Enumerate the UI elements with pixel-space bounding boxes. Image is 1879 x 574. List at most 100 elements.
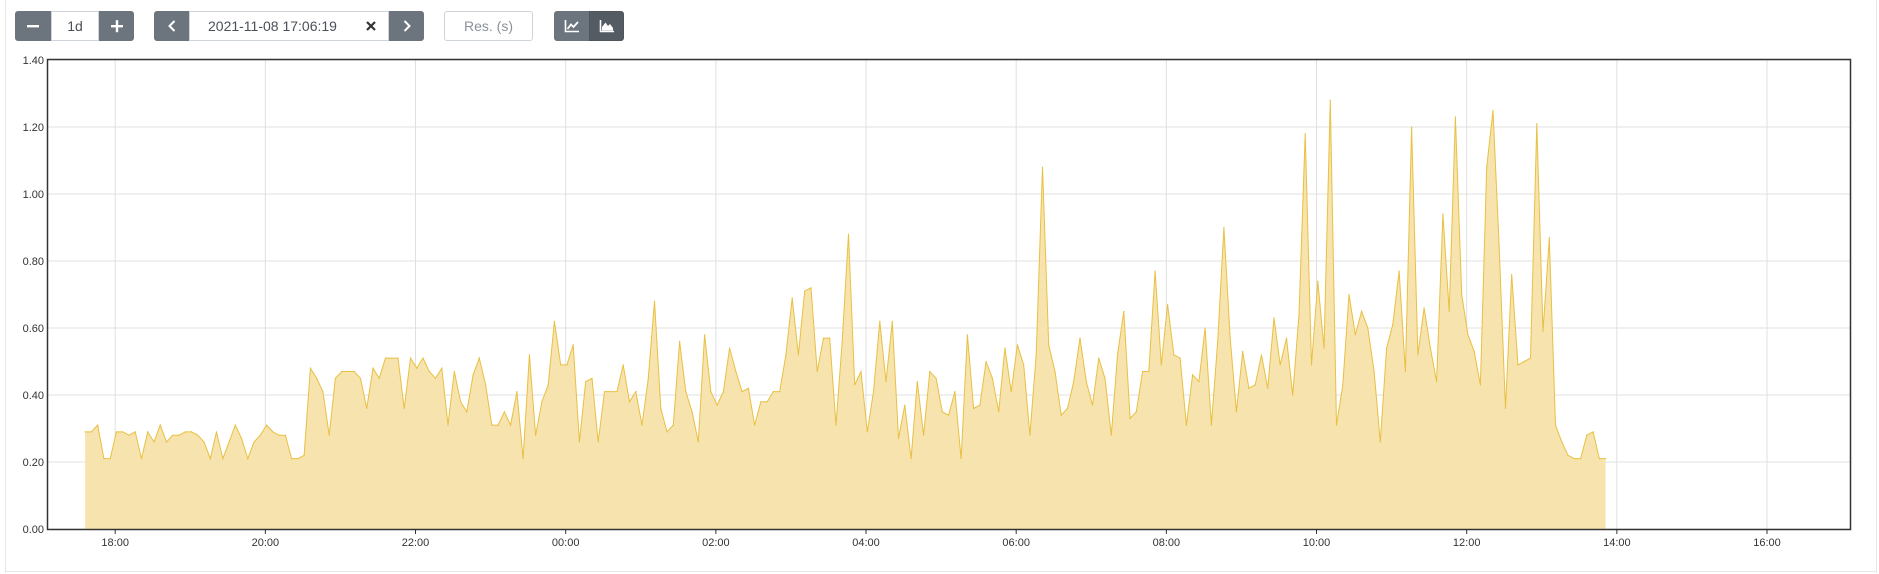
y-axis-ticks: 0.00 0.20 0.40 0.60 0.80 1.00 1.20 1.40 bbox=[23, 55, 44, 536]
data-point bbox=[622, 364, 624, 366]
data-point bbox=[1154, 270, 1156, 272]
data-point bbox=[866, 431, 868, 433]
y-tick-label: 1.20 bbox=[23, 122, 44, 134]
data-point bbox=[647, 377, 649, 379]
data-point bbox=[1029, 434, 1031, 436]
stacked-mode-button[interactable] bbox=[589, 11, 624, 41]
data-point bbox=[428, 370, 430, 373]
data-point bbox=[485, 384, 487, 386]
increase-range-button[interactable] bbox=[99, 11, 134, 41]
data-point bbox=[635, 391, 637, 393]
data-point bbox=[466, 411, 468, 413]
data-point bbox=[140, 458, 143, 460]
data-point bbox=[297, 458, 299, 460]
data-point bbox=[1198, 381, 1200, 383]
data-point bbox=[935, 377, 937, 379]
data-point bbox=[384, 357, 387, 359]
data-point bbox=[372, 367, 374, 369]
data-point bbox=[1542, 330, 1544, 332]
data-point bbox=[885, 381, 887, 383]
data-point bbox=[1554, 424, 1557, 426]
data-point bbox=[522, 458, 524, 460]
data-point bbox=[1179, 357, 1181, 359]
next-time-button[interactable] bbox=[389, 11, 424, 41]
data-point bbox=[1010, 391, 1012, 393]
end-time-input[interactable]: 2021-11-08 17:06:19 bbox=[189, 11, 389, 41]
line-mode-button[interactable] bbox=[554, 11, 589, 41]
range-input[interactable]: 1d bbox=[51, 11, 99, 41]
x-axis-ticks: 18:00 20:00 22:00 00:00 02:00 04:00 06:00 08:00… bbox=[101, 529, 1781, 549]
data-point bbox=[729, 347, 731, 349]
data-point bbox=[872, 391, 875, 393]
data-point bbox=[510, 424, 512, 426]
data-point bbox=[1373, 370, 1375, 373]
data-point bbox=[1498, 247, 1500, 249]
data-point bbox=[316, 377, 318, 379]
previous-time-button[interactable] bbox=[154, 11, 189, 41]
data-point bbox=[1317, 280, 1319, 282]
x-tick-label: 00:00 bbox=[552, 537, 580, 549]
data-point bbox=[1442, 213, 1444, 215]
data-point bbox=[741, 391, 743, 393]
data-point bbox=[528, 354, 531, 356]
data-point bbox=[572, 344, 574, 346]
data-point bbox=[209, 458, 211, 460]
data-point bbox=[184, 431, 186, 433]
chevron-left-icon bbox=[167, 20, 175, 32]
data-point bbox=[128, 434, 130, 436]
data-point bbox=[353, 370, 355, 373]
data-point bbox=[691, 411, 693, 413]
data-point bbox=[1073, 381, 1075, 383]
data-point bbox=[1523, 360, 1525, 363]
data-point bbox=[923, 434, 925, 436]
data-point bbox=[804, 290, 806, 292]
data-point bbox=[1580, 458, 1582, 460]
data-point bbox=[403, 407, 405, 409]
data-point bbox=[966, 334, 969, 336]
data-point bbox=[516, 391, 518, 393]
data-point bbox=[660, 407, 662, 409]
x-tick-label: 10:00 bbox=[1303, 537, 1331, 549]
data-point bbox=[610, 391, 612, 393]
end-time-value: 2021-11-08 17:06:19 bbox=[208, 18, 337, 34]
data-point bbox=[1605, 458, 1607, 460]
data-point bbox=[910, 458, 912, 460]
data-point bbox=[566, 364, 568, 366]
data-point bbox=[1135, 411, 1137, 413]
data-point bbox=[1492, 109, 1494, 111]
data-point bbox=[1304, 133, 1306, 135]
data-point bbox=[134, 431, 136, 433]
data-point bbox=[1561, 441, 1563, 443]
line-chart-icon bbox=[564, 20, 579, 33]
data-point bbox=[1173, 354, 1175, 356]
data-point bbox=[685, 391, 687, 393]
data-point bbox=[341, 370, 343, 373]
data-point bbox=[1041, 166, 1044, 168]
data-point bbox=[322, 391, 324, 393]
data-point bbox=[929, 370, 931, 373]
resolution-input[interactable]: Res. (s) bbox=[444, 11, 533, 41]
data-point bbox=[897, 437, 900, 440]
data-point bbox=[679, 340, 681, 342]
data-point bbox=[1279, 364, 1281, 366]
data-point bbox=[954, 391, 956, 393]
data-point bbox=[1110, 434, 1112, 436]
data-point bbox=[259, 434, 261, 436]
data-point bbox=[710, 391, 712, 393]
data-point bbox=[1098, 357, 1100, 359]
data-point bbox=[797, 354, 800, 356]
data-point bbox=[547, 384, 549, 386]
data-point bbox=[722, 391, 725, 393]
data-point bbox=[1185, 424, 1187, 426]
data-point bbox=[716, 404, 718, 406]
data-point bbox=[1148, 370, 1150, 373]
data-point bbox=[810, 287, 812, 289]
data-point bbox=[153, 441, 155, 443]
data-point bbox=[904, 404, 906, 406]
clear-end-time-button[interactable] bbox=[362, 17, 380, 35]
decrease-range-button[interactable] bbox=[15, 11, 51, 41]
data-point bbox=[754, 424, 756, 426]
data-point bbox=[1392, 324, 1394, 326]
data-point bbox=[159, 424, 161, 426]
chevron-right-icon bbox=[403, 20, 411, 32]
